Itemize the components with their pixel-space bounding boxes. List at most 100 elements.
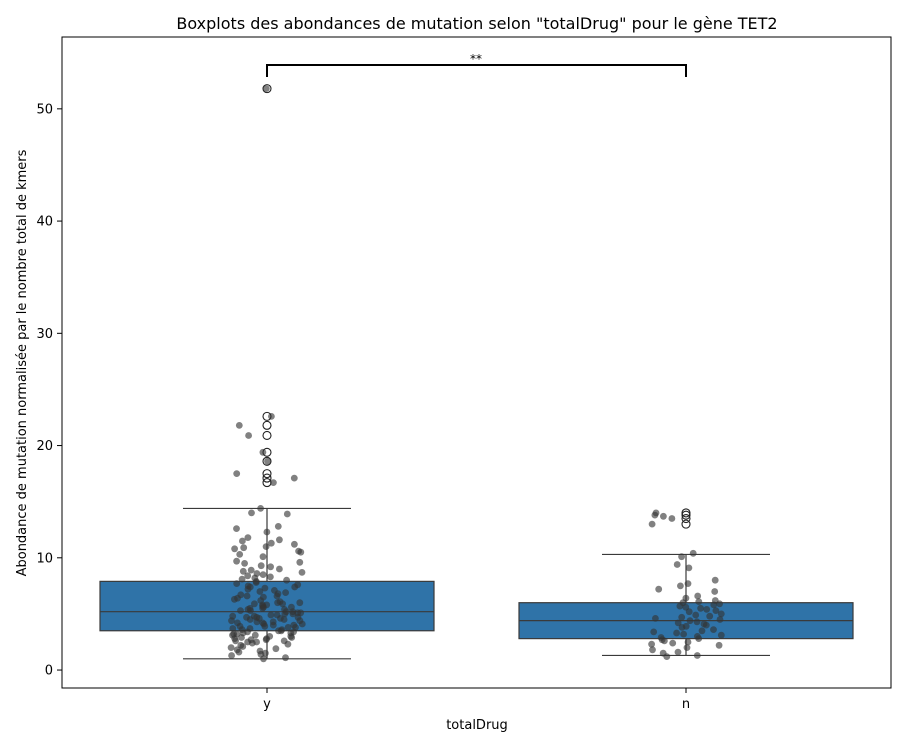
data-point (240, 544, 248, 552)
data-point (229, 625, 237, 632)
data-point (262, 636, 270, 644)
data-point (706, 612, 714, 620)
data-point (678, 613, 686, 621)
outlier-marker (262, 456, 272, 466)
x-axis-label: totalDrug (446, 718, 508, 733)
data-point (246, 583, 254, 591)
data-point (259, 571, 267, 578)
y-tick-label: 40 (36, 215, 53, 230)
data-point (235, 422, 243, 429)
data-point (297, 548, 305, 556)
data-point (233, 557, 241, 565)
data-point (655, 585, 663, 593)
data-point (233, 470, 241, 477)
data-point (280, 637, 288, 645)
y-tick-label: 20 (36, 439, 53, 454)
data-point (676, 602, 684, 610)
significance-bracket (266, 64, 687, 78)
data-point (246, 616, 254, 623)
data-point (260, 655, 267, 663)
data-point (248, 639, 256, 647)
data-point (267, 539, 275, 547)
data-point (697, 604, 704, 612)
significance-label: ** (470, 52, 482, 66)
data-point (227, 644, 235, 651)
data-point (247, 566, 255, 574)
data-point (289, 610, 297, 618)
data-point (238, 575, 246, 583)
data-point (694, 592, 702, 600)
data-point (274, 523, 282, 530)
data-point (270, 479, 277, 486)
data-point (649, 646, 656, 654)
data-point (291, 540, 298, 548)
data-point (716, 600, 723, 608)
axes-layer: 0 10 20 30 40 50 y n (36, 36, 892, 712)
data-point (259, 604, 266, 612)
data-point (693, 618, 701, 626)
data-point (237, 607, 244, 614)
data-point (257, 562, 265, 570)
data-point (283, 510, 291, 518)
x-tick-label: y (263, 697, 271, 712)
data-point (716, 616, 724, 623)
data-point (235, 648, 243, 656)
data-point (717, 631, 725, 639)
data-point (711, 588, 719, 595)
data-point (264, 457, 271, 465)
data-point (236, 551, 244, 558)
data-point (685, 608, 693, 616)
outlier-marker (262, 420, 272, 430)
data-point (294, 613, 302, 621)
data-point (262, 543, 270, 550)
data-point (651, 511, 659, 519)
data-point (711, 576, 719, 584)
data-point (678, 553, 685, 561)
data-point (257, 505, 264, 512)
data-point (683, 644, 691, 651)
data-point (280, 616, 288, 623)
y-tick-label: 50 (36, 102, 53, 117)
data-point (231, 545, 239, 553)
data-point (284, 624, 292, 631)
y-tick-label: 30 (36, 327, 53, 342)
data-point (276, 565, 283, 573)
data-point (256, 588, 264, 595)
data-point (269, 621, 277, 629)
data-point (673, 561, 681, 568)
data-point (290, 474, 298, 482)
data-point (253, 618, 261, 626)
data-point (273, 592, 281, 600)
data-point (228, 652, 236, 659)
data-point (267, 563, 274, 571)
outlier-marker (681, 513, 691, 524)
outlier-marker (681, 519, 691, 529)
data-point (648, 520, 656, 528)
data-point (233, 525, 240, 532)
data-point (715, 641, 723, 649)
data-point (279, 600, 286, 608)
y-tick-label: 0 (45, 664, 53, 679)
data-point (272, 645, 280, 653)
data-point (262, 85, 270, 92)
data-point (244, 572, 252, 580)
plot-frame (61, 36, 892, 689)
data-point (710, 626, 717, 633)
data-point (650, 628, 658, 636)
outlier-marker (262, 469, 272, 479)
x-tick-label: n (682, 697, 690, 712)
data-point (261, 584, 269, 592)
data-point (238, 634, 245, 641)
data-point (673, 629, 680, 637)
data-point (678, 624, 686, 631)
data-point (660, 512, 667, 520)
data-point (251, 600, 258, 608)
data-point (253, 570, 261, 577)
data-point (668, 515, 676, 522)
data-point (661, 637, 668, 645)
data-point (243, 592, 251, 600)
data-point (298, 620, 306, 628)
data-point (239, 567, 247, 575)
points-layer (227, 85, 725, 663)
